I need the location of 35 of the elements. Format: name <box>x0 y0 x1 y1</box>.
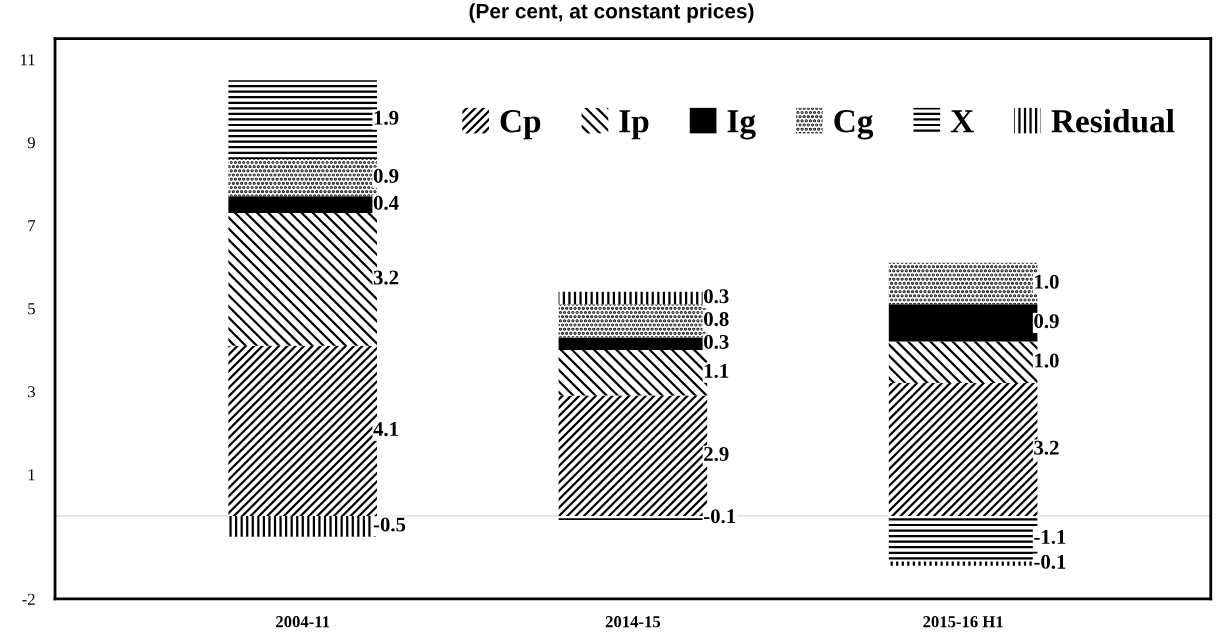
x-tick-label: 2004-11 <box>276 616 330 628</box>
data-label: 0.3 <box>704 289 729 304</box>
data-label: 1.0 <box>1035 353 1059 368</box>
data-label: 0.9 <box>1034 314 1059 329</box>
chart-title: (Per cent, at constant prices) <box>469 3 754 23</box>
data-label: 4.1 <box>373 422 398 437</box>
data-label: 0.9 <box>373 168 399 183</box>
legend-label: Ip <box>619 110 649 140</box>
data-label: 0.4 <box>373 195 399 210</box>
legend-label: Residual <box>1051 109 1175 133</box>
legend-label: X <box>950 110 974 133</box>
y-tick-label: 11 <box>21 54 35 66</box>
data-label: 2.9 <box>704 446 729 462</box>
y-tick-label: 7 <box>28 220 36 232</box>
legend-label: Ig <box>727 110 756 140</box>
data-label: -1.1 <box>1034 530 1066 545</box>
data-label: 3.2 <box>373 270 399 285</box>
y-tick-label: 5 <box>28 303 35 315</box>
data-label: -0.1 <box>1034 554 1066 569</box>
data-label: 3.2 <box>1034 440 1059 455</box>
x-tick-label: 2014-15 <box>605 616 661 628</box>
data-label: -0.5 <box>373 517 406 532</box>
y-tick-label: 3 <box>28 386 35 398</box>
data-label: 0.8 <box>704 312 729 327</box>
y-tick-label: 1 <box>28 469 35 481</box>
y-tick-label: -2 <box>22 593 35 605</box>
data-label: 1.1 <box>704 363 729 379</box>
data-label: -0.1 <box>704 509 736 524</box>
y-tick-label: 9 <box>27 137 35 149</box>
data-label: 1.0 <box>1035 274 1059 289</box>
legend-label: Cg <box>834 110 874 140</box>
legend-label: Cp <box>500 110 541 140</box>
x-tick-label: 2015-16 H1 <box>923 616 1003 628</box>
data-label: 0.3 <box>704 334 729 349</box>
data-label: 1.9 <box>374 110 399 125</box>
